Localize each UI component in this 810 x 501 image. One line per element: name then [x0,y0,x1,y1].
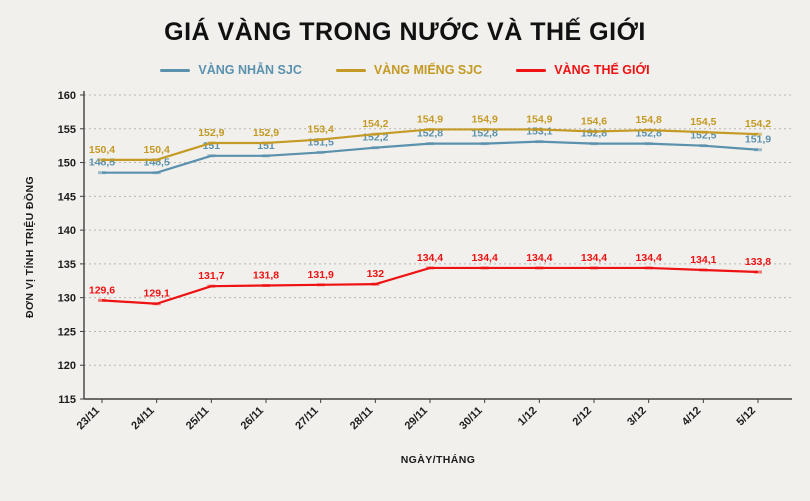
chart-title: GIÁ VÀNG TRONG NƯỚC VÀ THẾ GIỚI [0,0,810,47]
svg-text:154,6: 154,6 [581,115,607,127]
svg-text:28/11: 28/11 [348,405,376,433]
svg-text:155: 155 [58,124,76,136]
x-axis-title: NGÀY/THÁNG [401,453,476,466]
svg-text:153,4: 153,4 [308,124,334,136]
chart-legend: VÀNG NHẪN SJC VÀNG MIẾNG SJC VÀNG THẾ GIỚI [0,59,810,81]
svg-text:131,8: 131,8 [253,270,279,282]
svg-text:134,4: 134,4 [636,252,662,264]
legend-swatch [516,69,546,72]
legend-swatch [160,69,190,72]
plot-layer: 115 120 125 130 135 140 145 150 155 160 23/11 24/11… [58,90,792,432]
svg-text:27/11: 27/11 [293,405,321,433]
y-axis-title: ĐƠN VỊ TÍNH TRIỆU ĐỒNG [23,176,36,318]
svg-text:120: 120 [58,360,76,372]
svg-text:154,9: 154,9 [526,113,552,125]
svg-text:115: 115 [58,394,76,406]
svg-text:133,8: 133,8 [745,256,771,268]
svg-text:140: 140 [58,225,76,237]
legend-item: VÀNG THẾ GIỚI [516,63,649,77]
svg-text:26/11: 26/11 [239,405,267,433]
legend-label: VÀNG NHẪN SJC [198,63,302,77]
legend-item: VÀNG NHẪN SJC [160,63,302,77]
chart-canvas: 115 120 125 130 135 140 145 150 155 160 23/11 24/11… [0,81,810,481]
svg-text:154,9: 154,9 [472,113,498,125]
svg-text:131,7: 131,7 [198,270,224,282]
svg-text:129,1: 129,1 [144,288,170,300]
svg-text:23/11: 23/11 [75,405,103,433]
svg-text:134,4: 134,4 [417,252,443,264]
svg-text:150: 150 [58,158,76,170]
svg-text:134,4: 134,4 [526,252,552,264]
svg-text:1/12: 1/12 [516,405,540,429]
svg-text:134,4: 134,4 [472,252,498,264]
svg-text:3/12: 3/12 [625,405,649,429]
svg-text:154,2: 154,2 [745,118,771,130]
svg-text:150,4: 150,4 [89,144,115,156]
svg-text:4/12: 4/12 [680,405,704,429]
svg-text:150,4: 150,4 [144,144,170,156]
svg-text:154,2: 154,2 [362,118,388,130]
svg-text:145: 145 [58,191,76,203]
svg-text:152,9: 152,9 [198,127,224,139]
svg-text:154,9: 154,9 [417,113,443,125]
svg-text:132: 132 [367,268,385,280]
svg-text:152,9: 152,9 [253,127,279,139]
svg-text:5/12: 5/12 [734,405,758,429]
svg-text:160: 160 [58,90,76,102]
svg-text:24/11: 24/11 [129,405,157,433]
svg-text:153,1: 153,1 [526,126,552,138]
chart-container: GIÁ VÀNG TRONG NƯỚC VÀ THẾ GIỚI VÀNG NHẪ… [0,0,810,501]
legend-item: VÀNG MIẾNG SJC [336,63,482,77]
svg-text:134,4: 134,4 [581,252,607,264]
svg-text:154,8: 154,8 [636,114,662,126]
svg-text:134,1: 134,1 [690,254,716,266]
svg-text:25/11: 25/11 [184,405,212,433]
svg-text:154,5: 154,5 [690,116,716,128]
svg-text:129,6: 129,6 [89,284,115,296]
svg-text:135: 135 [58,259,76,271]
legend-label: VÀNG THẾ GIỚI [554,63,649,77]
legend-swatch [336,69,366,72]
legend-label: VÀNG MIẾNG SJC [374,63,482,77]
svg-text:2/12: 2/12 [570,405,594,429]
svg-text:125: 125 [58,326,76,338]
svg-text:29/11: 29/11 [403,405,431,433]
svg-text:131,9: 131,9 [308,269,334,281]
svg-text:30/11: 30/11 [457,405,485,433]
svg-text:130: 130 [58,293,76,305]
svg-text:152,8: 152,8 [581,128,607,140]
